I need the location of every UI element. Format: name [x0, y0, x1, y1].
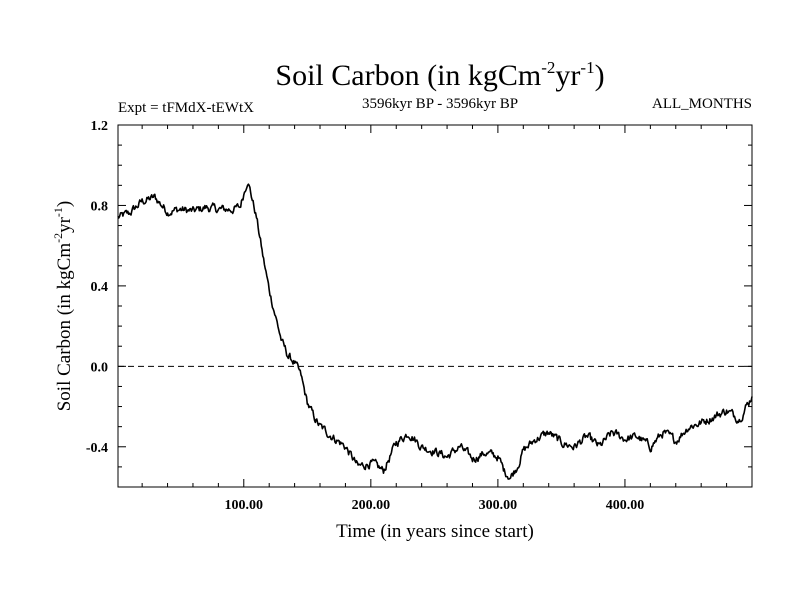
x-tick-label-1: 200.00	[352, 498, 391, 513]
x-tick-label-3: 400.00	[606, 498, 645, 513]
x-tick-label-2: 300.00	[479, 498, 518, 513]
y-axis-label: Soil Carbon (in kgCm-2yr-1)	[51, 201, 75, 412]
y-axis-label-main: Soil Carbon (in kgCm	[54, 243, 75, 412]
chart-title-main: Soil Carbon (in kgCm	[275, 59, 541, 92]
y-axis-label-sup1: -2	[51, 233, 65, 243]
y-tick-label-1: 0.8	[91, 199, 109, 214]
y-axis-label-end: )	[54, 201, 75, 207]
plot-frame	[117, 124, 753, 488]
chart-title-end: )	[595, 59, 605, 92]
chart-title-sup1: -2	[541, 58, 555, 77]
y-tick-label-0: 1.2	[91, 119, 109, 134]
chart-title-sup2: -1	[580, 58, 594, 77]
axis-ticks: 100.00 200.00 300.00 400.00 1.2 0.8 0.4 0.0 -0.4	[86, 119, 752, 513]
y-axis-label-mid: yr	[54, 216, 75, 233]
chart-title-mid: yr	[555, 59, 580, 92]
subtitle-period: 3596kyr BP - 3596kyr BP	[362, 96, 518, 112]
series-group	[117, 183, 753, 480]
subtitle-experiment: Expt = tFMdX-tEWtX	[118, 100, 254, 116]
x-axis-label: Time (in years since start)	[336, 521, 534, 542]
y-tick-label-3: 0.0	[91, 360, 109, 375]
y-tick-label-4: -0.4	[86, 441, 108, 456]
y-tick-label-2: 0.4	[91, 280, 109, 295]
chart-title: Soil Carbon (in kgCm-2yr-1)	[275, 58, 604, 92]
x-tick-label-0: 100.00	[225, 498, 264, 513]
series-line-0	[117, 183, 753, 480]
y-axis-label-sup2: -1	[51, 207, 65, 217]
subtitle-months: ALL_MONTHS	[652, 96, 752, 112]
